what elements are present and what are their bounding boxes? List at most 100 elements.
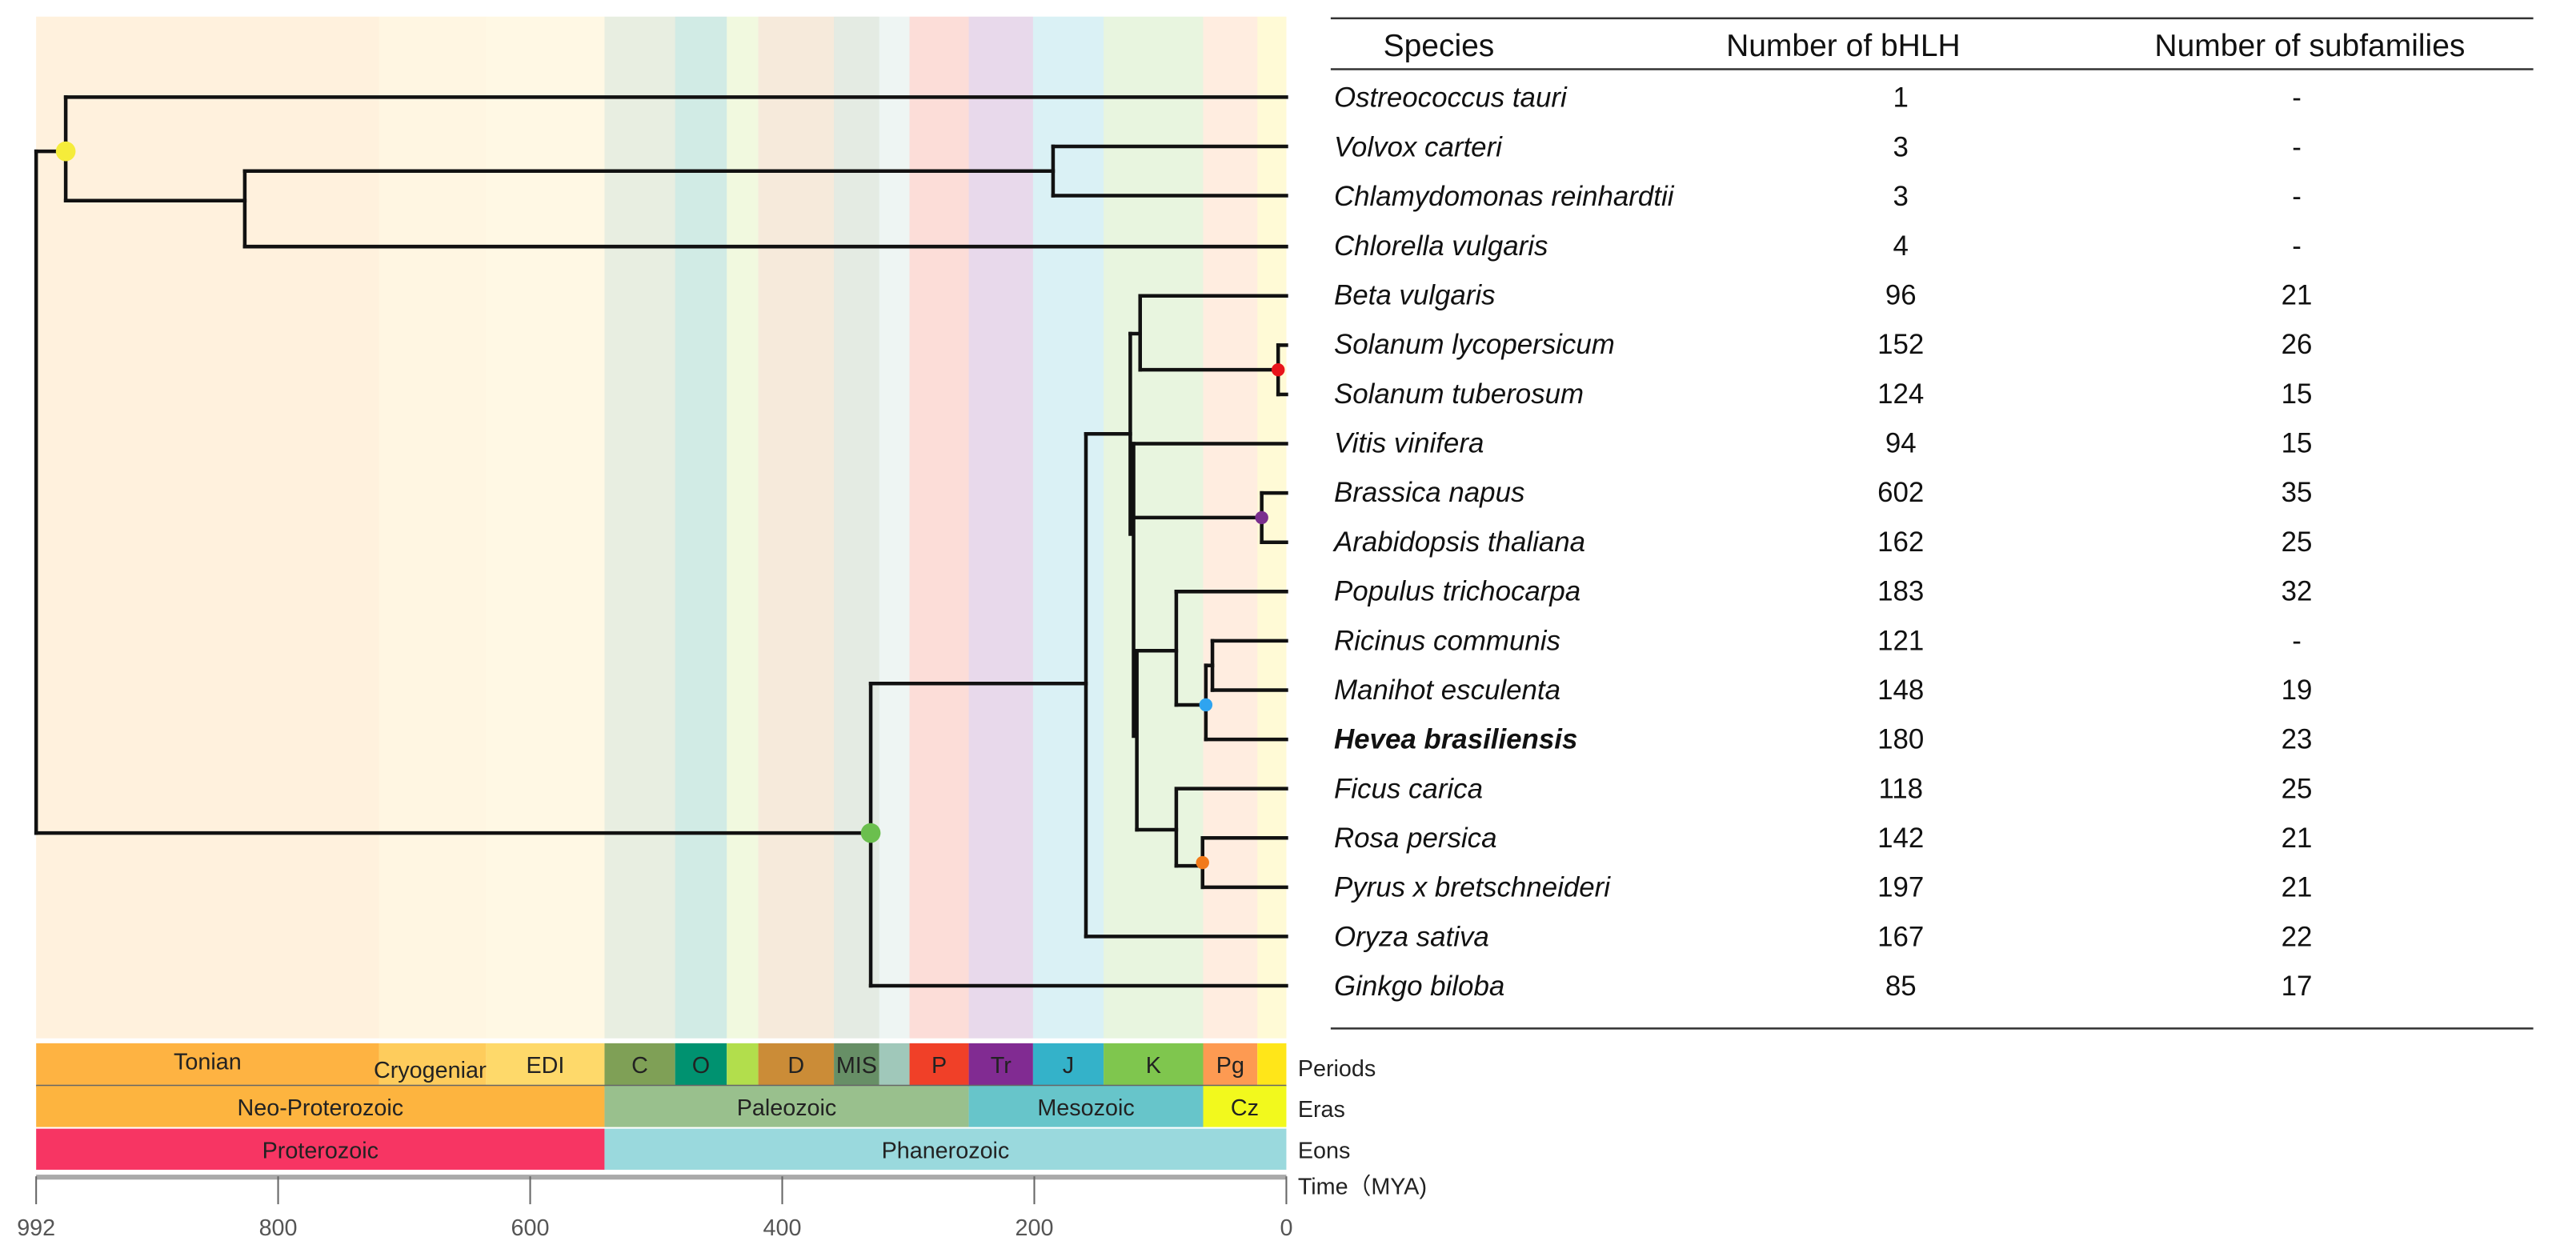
bhlh-count: 167 [1877,921,1924,952]
bhlh-count: 197 [1877,872,1924,903]
subfamily-count: - [2292,625,2302,656]
period-label: MIS [836,1053,877,1079]
species-name: Populus trichocarpa [1334,576,1580,607]
period-label: C [631,1053,648,1079]
subfamily-count: 17 [2282,971,2313,1002]
period-label: J [1063,1053,1074,1079]
bhlh-count: 180 [1877,724,1924,755]
subfamily-count: - [2292,82,2302,114]
subfamily-count: 25 [2282,773,2313,804]
species-name: Solanum tuberosum [1334,378,1584,410]
period-label: P [931,1053,947,1079]
time-axis-title: Time（MYA) [1298,1175,1427,1200]
subfamily-count: 32 [2282,576,2313,607]
header-subfamilies: Number of subfamilies [2154,29,2465,63]
era-label: Paleozoic [737,1095,837,1121]
bhlh-count: 3 [1893,131,1909,162]
table-row: Solanum tuberosum 124 15 [1334,378,2312,410]
header-bhlh: Number of bHLH [1726,29,1961,63]
period-cell [675,1043,727,1087]
period-cell [604,1043,675,1087]
era-cell [36,1086,605,1127]
axis-tick-label: 992 [17,1215,55,1241]
table-row: Oryza sativa 167 22 [1334,921,2312,952]
period-cell [1257,1043,1287,1087]
period-background-band [909,16,969,1039]
era-cell [1203,1086,1287,1127]
period-cell [879,1043,910,1087]
eras-row-label: Eras [1298,1097,1345,1123]
species-name: Ginkgo biloba [1334,971,1504,1002]
era-cell [968,1086,1204,1127]
species-name: Pyrus x bretschneideri [1334,872,1611,903]
subfamily-count: 25 [2282,526,2313,558]
bhlh-count: 152 [1877,329,1924,360]
table-row: Ricinus communis 121 - [1334,625,2302,656]
table-row: Chlamydomonas reinhardtii 3 - [1334,181,2302,212]
node-dot-root_chlorophyta [55,141,76,162]
table-row: Manihot esculenta 148 19 [1334,675,2312,706]
bhlh-count: 96 [1885,279,1917,310]
species-name: Rosa persica [1334,823,1497,854]
subfamily-count: 19 [2282,675,2313,706]
period-label: EDI [526,1053,564,1079]
header-species: Species [1384,29,1495,63]
table-row: Ostreococcus tauri 1 - [1334,82,2302,114]
period-cell [1104,1043,1204,1087]
table-row: Solanum lycopersicum 152 26 [1334,329,2312,360]
eon-cell [36,1128,605,1170]
table-row: Volvox carteri 3 - [1334,131,2302,162]
subfamily-count: - [2292,181,2302,212]
period-background-band [727,16,759,1039]
node-dot-angiosperm_gymnosperm [860,823,881,843]
table-row: Hevea brasiliensis 180 23 [1334,724,2312,755]
species-name: Ficus carica [1334,773,1483,804]
bhlh-count: 162 [1877,526,1924,558]
subfamily-count: - [2292,131,2302,162]
period-cell [968,1043,1033,1087]
period-cell [758,1043,835,1087]
eons-row-label: Eons [1298,1139,1351,1164]
table-rows: Ostreococcus tauri 1 -Volvox carteri 3 -Chla… [1332,82,2312,1002]
axis-line [36,1175,1287,1180]
species-name: Volvox carteri [1334,131,1503,162]
period-label: Cryogenian [374,1058,491,1083]
period-background-band [879,16,910,1039]
era-cell [604,1086,969,1127]
bhlh-count: 602 [1877,477,1924,508]
species-name: Vitis vinifera [1334,428,1484,459]
phylogenetic-tree [34,95,1288,988]
subfamily-count: 21 [2282,823,2313,854]
period-background-band [379,16,487,1039]
period-cell [727,1043,759,1087]
bhlh-count: 148 [1877,675,1924,706]
era-label: Cz [1231,1095,1259,1121]
period-background-bands [36,16,1287,1039]
species-name: Chlamydomonas reinhardtii [1334,181,1675,212]
table-row: Pyrus x bretschneideri 197 21 [1334,872,2312,903]
species-name: Manihot esculenta [1334,675,1560,706]
bhlh-count: 94 [1885,428,1917,459]
bhlh-count: 1 [1893,82,1909,114]
species-name: Brassica napus [1334,477,1524,508]
subfamily-count: 15 [2282,378,2313,410]
bhlh-table: Species Number of bHLH Number of subfami… [1330,17,2534,1030]
period-label: O [692,1053,710,1079]
axis-tick-label: 800 [259,1215,298,1241]
period-cell [1032,1043,1104,1087]
geologic-timescale: Tonian Cryogenian EDI C O D MIS P Tr J K Pg Neo-Prot… [36,1043,1287,1170]
period-label: D [787,1053,804,1079]
table-row: Rosa persica 142 21 [1334,823,2312,854]
species-name: Ricinus communis [1334,625,1560,656]
era-label: Neo-Proterozoic [237,1095,403,1121]
bhlh-count: 142 [1877,823,1924,854]
node-dot-rosaceae [1196,855,1209,870]
time-axis: 992 800 600 400 200 0 [17,1175,1292,1241]
subfamily-count: 26 [2282,329,2313,360]
eon-cell [604,1128,1287,1170]
table-row: Ginkgo biloba 85 17 [1334,971,2312,1002]
period-cell [834,1043,879,1087]
period-cell [909,1043,969,1087]
bhlh-count: 4 [1893,230,1909,262]
period-background-band [675,16,727,1039]
